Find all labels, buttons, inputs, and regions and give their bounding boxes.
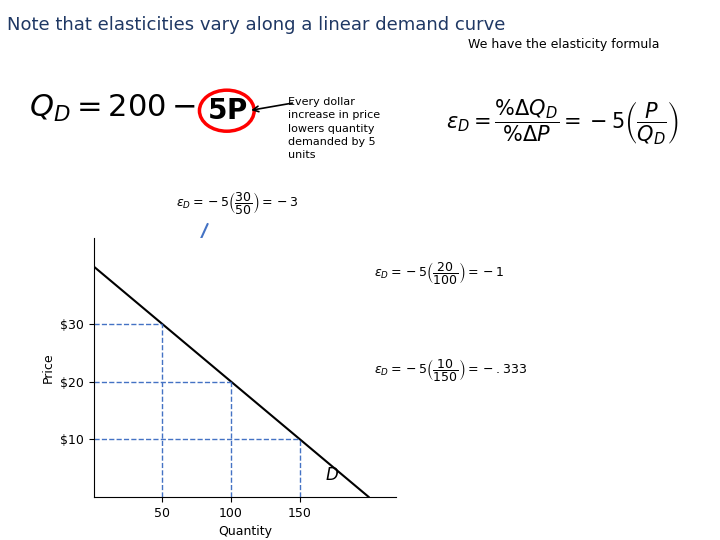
Text: Note that elasticities vary along a linear demand curve: Note that elasticities vary along a line…	[7, 16, 505, 34]
Text: Every dollar
increase in price
lowers quantity
demanded by 5
units: Every dollar increase in price lowers qu…	[288, 97, 380, 160]
Text: We have the elasticity formula: We have the elasticity formula	[468, 38, 660, 51]
Text: $D$: $D$	[325, 465, 338, 483]
Text: $\mathbf{5P}$: $\mathbf{5P}$	[207, 97, 247, 125]
Text: $\varepsilon_D = -5\left(\dfrac{30}{50}\right) = -3$: $\varepsilon_D = -5\left(\dfrac{30}{50}\…	[176, 190, 299, 216]
Text: $\varepsilon_D = \dfrac{\%\Delta Q_D}{\%\Delta P} = -5\left(\dfrac{P}{Q_D}\right: $\varepsilon_D = \dfrac{\%\Delta Q_D}{\%…	[446, 97, 679, 147]
X-axis label: Quantity: Quantity	[218, 525, 272, 538]
Y-axis label: Price: Price	[42, 352, 55, 382]
Text: $\varepsilon_D = -5\left(\dfrac{10}{150}\right) = -.333$: $\varepsilon_D = -5\left(\dfrac{10}{150}…	[374, 357, 528, 383]
Text: $Q_D = 200 - $: $Q_D = 200 - $	[29, 92, 196, 124]
Text: $\varepsilon_D = -5\left(\dfrac{20}{100}\right) = -1$: $\varepsilon_D = -5\left(\dfrac{20}{100}…	[374, 260, 505, 286]
